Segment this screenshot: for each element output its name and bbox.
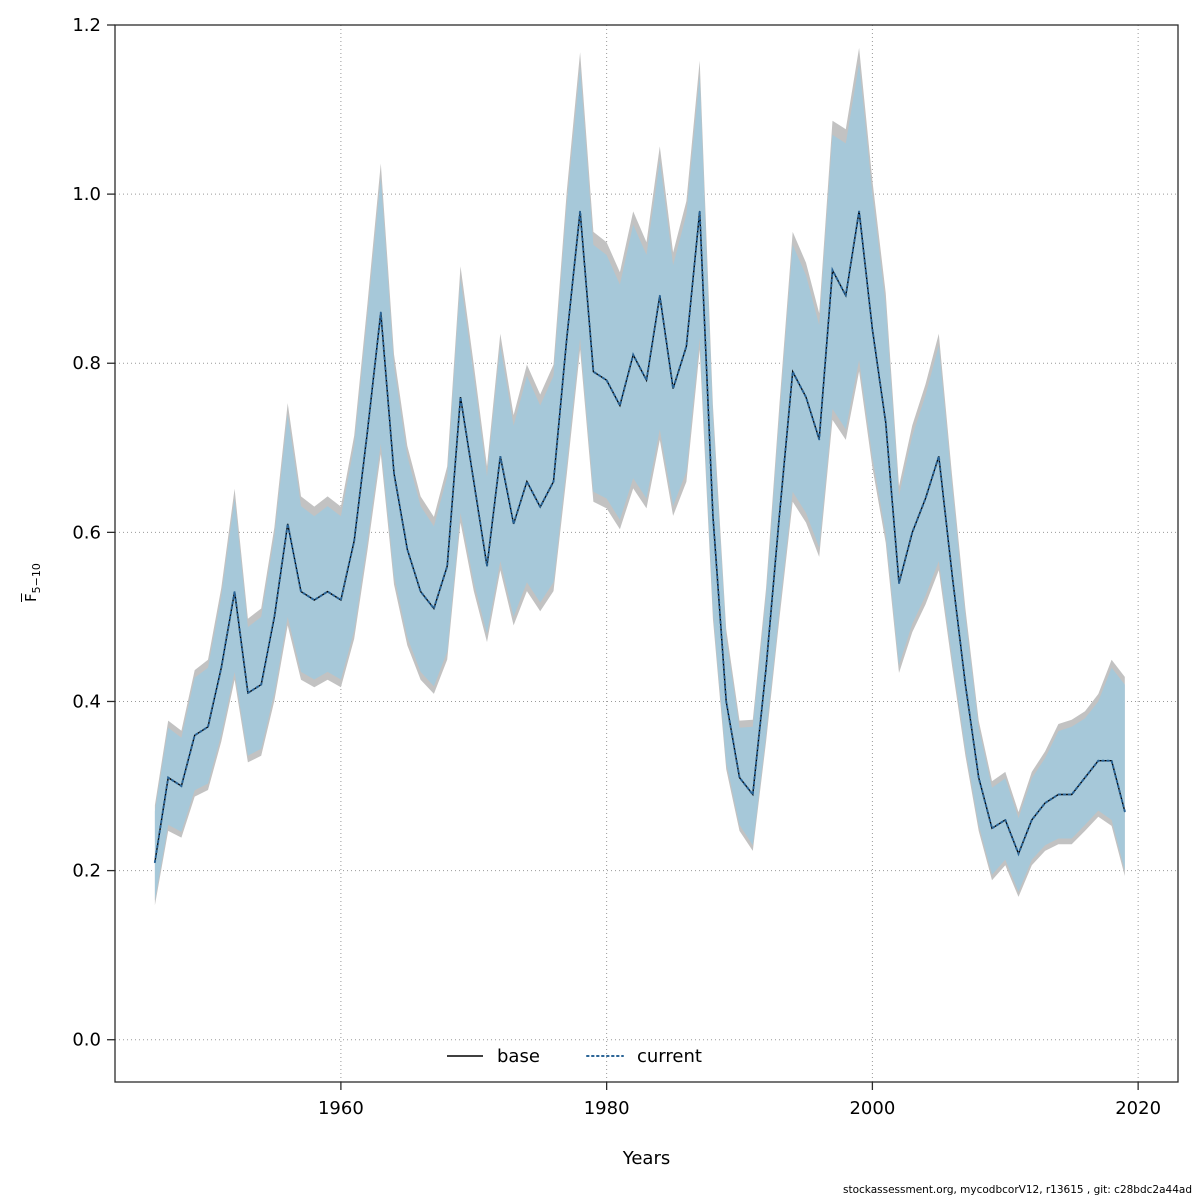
y-tick-label: 1.0: [72, 184, 101, 205]
footer-attribution: stockassessment.org, mycodbcorV12, r1361…: [843, 1184, 1192, 1196]
x-tick-label: 1960: [318, 1098, 364, 1119]
x-tick-label: 1980: [584, 1098, 630, 1119]
y-tick-label: 0.6: [72, 522, 101, 543]
legend-base-label: base: [497, 1046, 540, 1067]
y-axis-label-subscript: 5−10: [30, 563, 43, 594]
y-tick-label: 0.8: [72, 353, 101, 374]
legend-current-label: current: [637, 1046, 702, 1067]
y-axis-label: F5−10: [22, 563, 43, 602]
y-tick-label: 0.0: [72, 1030, 101, 1051]
y-axis-label-symbol: F: [22, 593, 40, 602]
confidence-band-current: [154, 63, 1125, 901]
legend: base current: [447, 1046, 702, 1067]
line-current: [153, 210, 1126, 864]
axis-ticks: 1960 1980 2000 2020 0.0 0.2 0.4 0.6 0.8 1.0 1.2: [72, 15, 1161, 1119]
x-tick-label: 2000: [849, 1098, 895, 1119]
x-axis-label: Years: [622, 1148, 671, 1169]
y-tick-label: 0.4: [72, 691, 101, 712]
y-tick-label: 1.2: [72, 15, 101, 36]
y-tick-label: 0.2: [72, 861, 101, 882]
x-tick-label: 2020: [1115, 1098, 1161, 1119]
plot-border: [114, 24, 1179, 1083]
